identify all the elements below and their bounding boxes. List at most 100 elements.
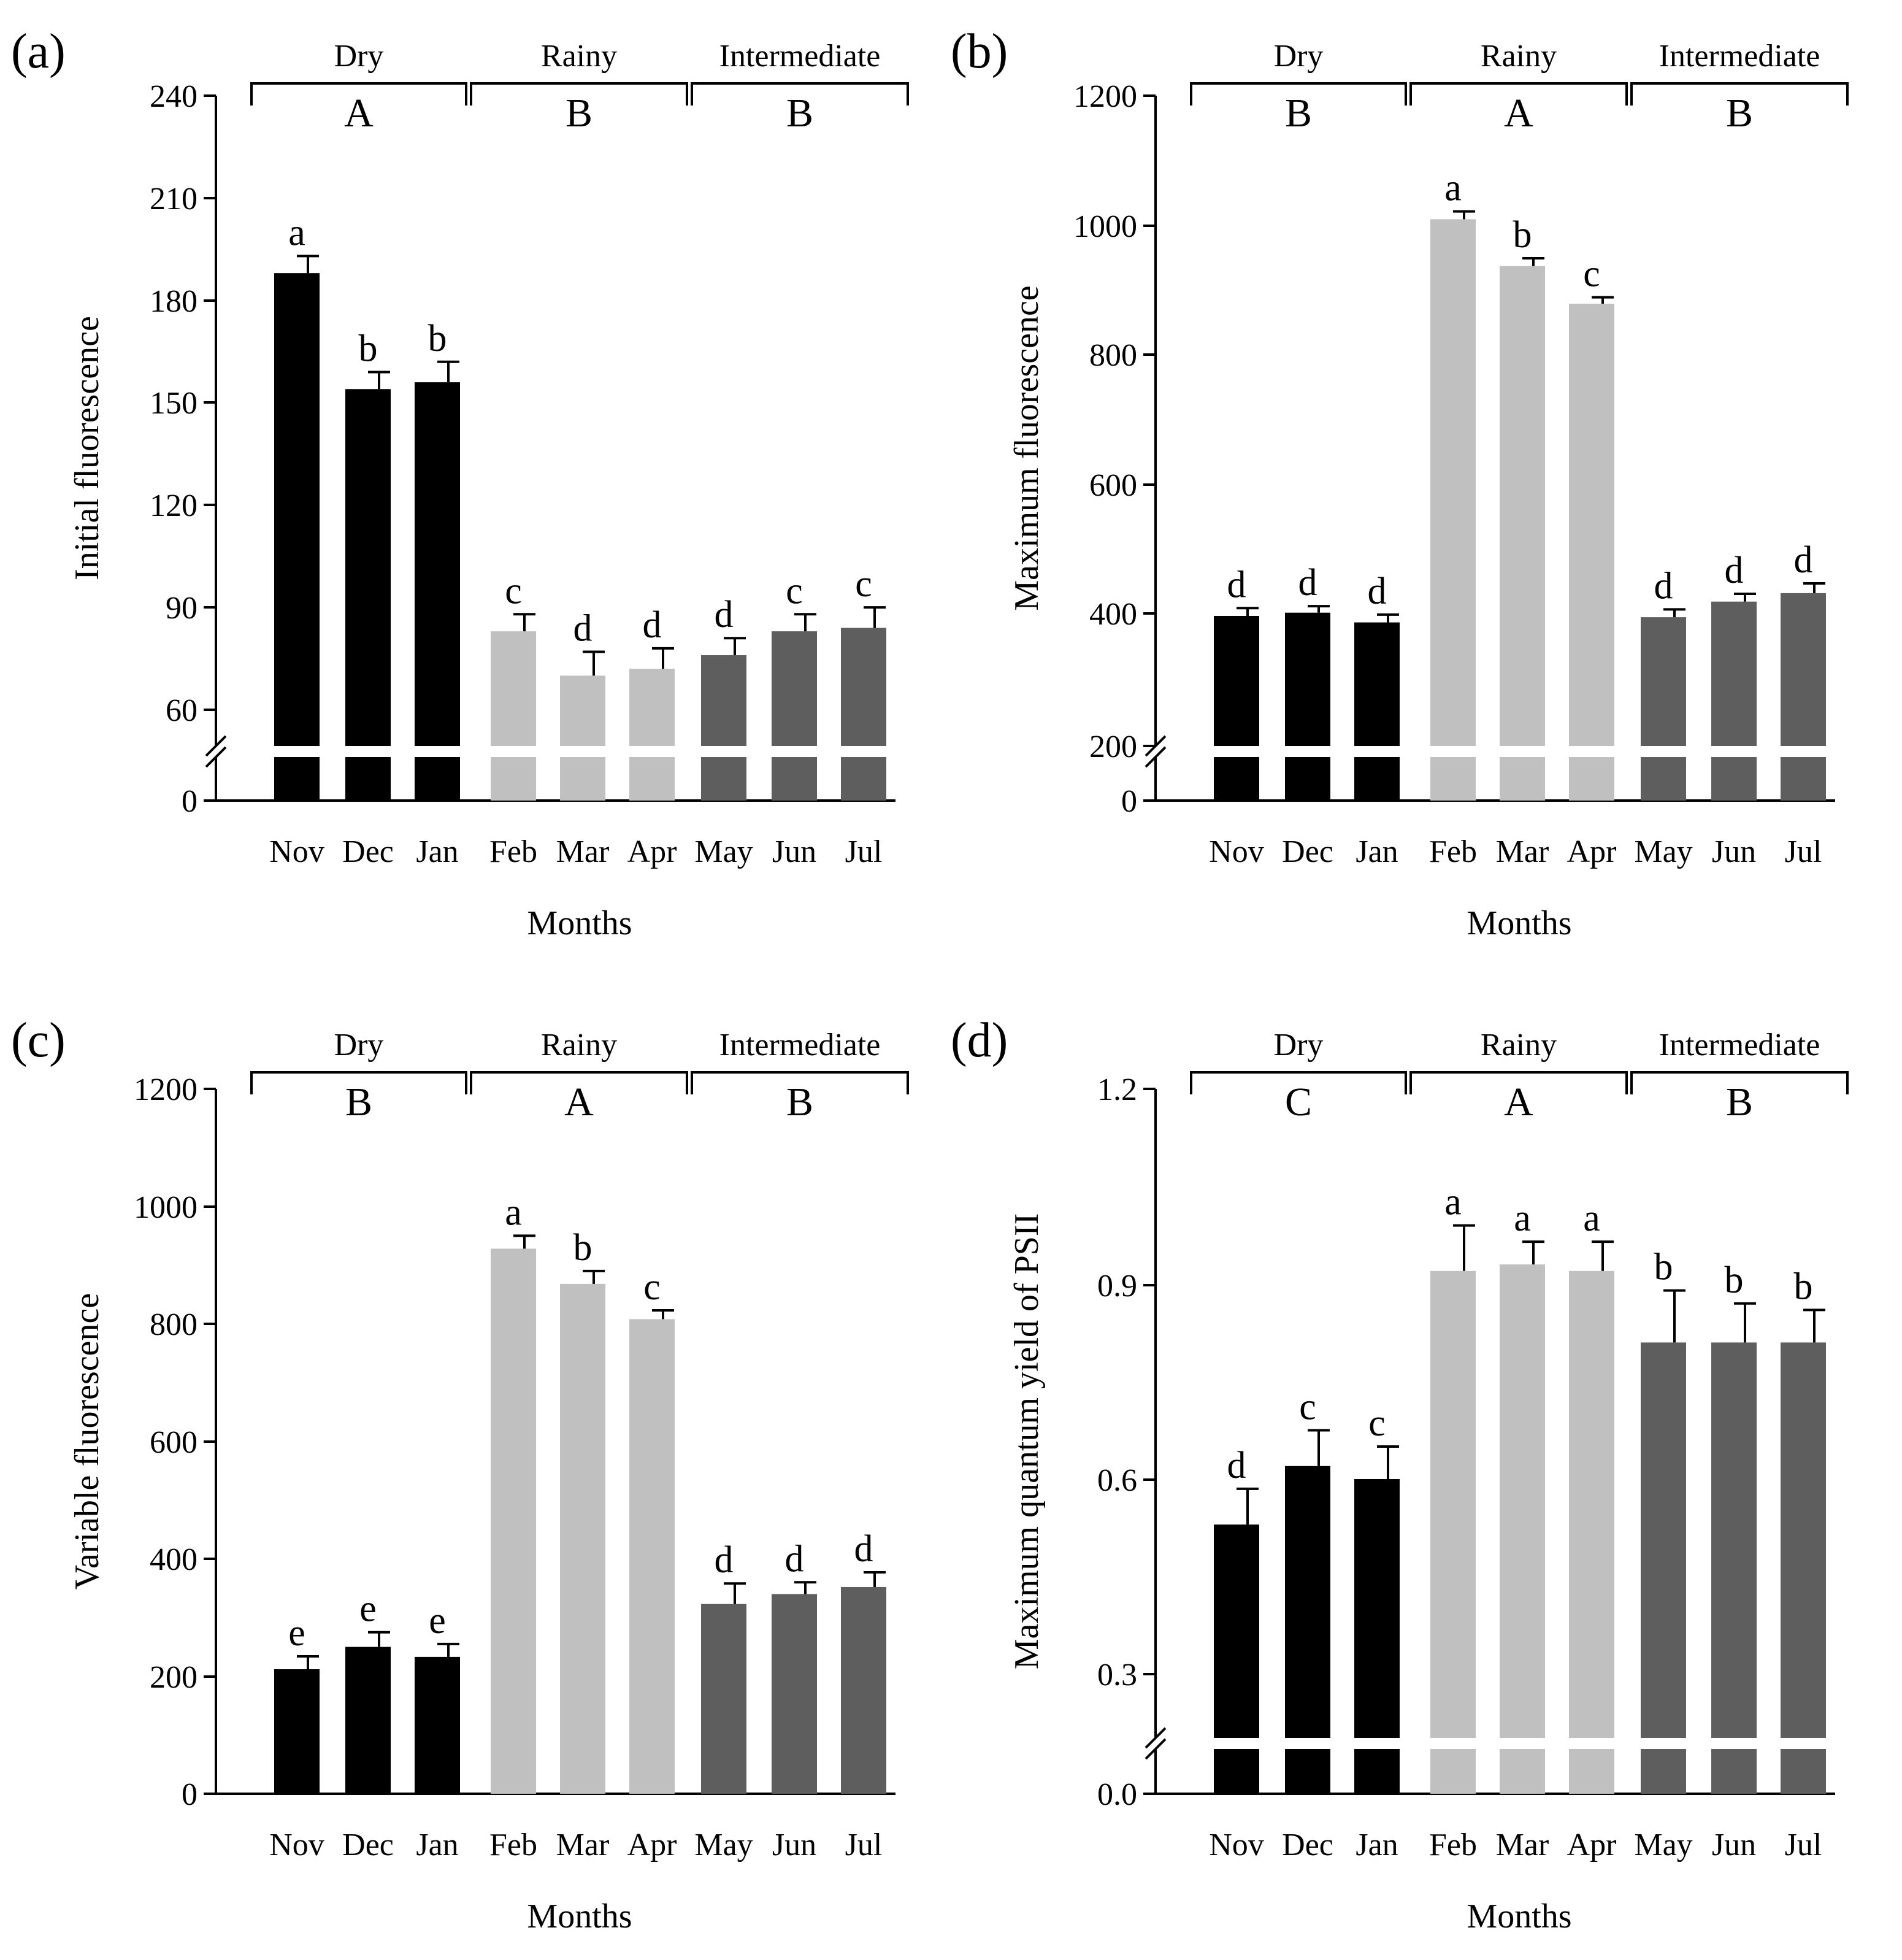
bar-stub-feb <box>1430 1749 1476 1794</box>
x-tick-label: May <box>1634 1827 1692 1862</box>
season-bracket <box>250 82 467 106</box>
bar-stub-apr <box>1569 1749 1614 1794</box>
bar-apr <box>1569 304 1614 746</box>
bar-may <box>1641 1342 1686 1738</box>
y-tick-label: 0 <box>182 784 197 819</box>
bar-jan <box>1354 622 1400 746</box>
x-tick-label: Jan <box>416 834 458 869</box>
significance-letter: b <box>359 328 378 369</box>
bar-mar <box>1500 1264 1545 1738</box>
significance-letter: e <box>288 1612 305 1654</box>
significance-letter: d <box>1298 562 1317 604</box>
significance-letter: d <box>854 1528 873 1570</box>
season-label-dry: Dry <box>334 1028 384 1063</box>
significance-letter: c <box>786 570 803 612</box>
x-tick-label: Dec <box>1282 1827 1333 1862</box>
bar-feb <box>491 1248 536 1794</box>
significance-letter: c <box>855 563 872 605</box>
season-significance-letter: B <box>786 91 813 136</box>
season-bracket <box>691 1071 909 1094</box>
y-tick-label: 0.3 <box>1097 1658 1137 1693</box>
x-tick-label: Dec <box>1282 834 1333 869</box>
significance-letter: c <box>1583 253 1600 295</box>
y-tick-label: 800 <box>1089 338 1137 373</box>
season-label-rainy: Rainy <box>541 39 617 74</box>
bar-stub-dec <box>1285 757 1330 801</box>
bar-stub-jul <box>1781 757 1826 801</box>
panel-label: (b) <box>951 25 1008 79</box>
season-significance-letter: B <box>345 1080 372 1124</box>
bar-dec <box>345 389 391 746</box>
x-tick-label: Jan <box>1356 834 1398 869</box>
y-tick-label: 210 <box>150 182 197 217</box>
y-tick-label: 200 <box>1089 729 1137 764</box>
bar-mar <box>560 1283 605 1794</box>
bar-stub-jan <box>1354 1749 1400 1794</box>
bar-jun <box>772 631 817 746</box>
x-tick-label: Mar <box>1496 1827 1549 1862</box>
bar-stub-mar <box>1500 1749 1545 1794</box>
x-tick-label: Feb <box>489 834 537 869</box>
panel-b: (b) 0 200 400 600 800 1000 1200 Maximum fluoresc… <box>951 25 1849 942</box>
season-significance-letter: C <box>1285 1080 1312 1124</box>
bar-mar <box>560 675 605 746</box>
bar-jan <box>1354 1479 1400 1738</box>
significance-letter: d <box>573 607 592 649</box>
bar-feb <box>1430 219 1476 746</box>
bar-apr <box>629 1319 675 1794</box>
bar-stub-may <box>1641 757 1686 801</box>
x-tick-label: May <box>1634 834 1692 869</box>
x-tick-label: Mar <box>556 1827 610 1862</box>
season-label-dry: Dry <box>334 39 384 74</box>
x-axis-title: Months <box>527 904 632 942</box>
season-significance-letter: B <box>1726 1080 1753 1124</box>
bar-stub-nov <box>1214 757 1259 801</box>
bar-stub-jun <box>1711 757 1757 801</box>
y-tick-label: 400 <box>1089 597 1137 632</box>
y-tick-label: 90 <box>166 591 197 626</box>
panel-d: (d) 0.0 0.3 0.6 0.9 1.2 Maximum quantum yield … <box>951 1013 1849 1935</box>
y-tick-label: 400 <box>150 1542 197 1577</box>
bar-jan <box>415 1656 460 1794</box>
x-tick-label: Apr <box>627 834 677 869</box>
bar-dec <box>1285 1466 1330 1738</box>
panel-c: (c) 0 200 400 600 800 1000 1200 Variable fluores… <box>11 1013 909 1935</box>
bar-nov <box>1214 1524 1259 1738</box>
y-axis-title: Maximum fluorescence <box>1008 285 1046 610</box>
x-tick-label: Mar <box>1496 834 1549 869</box>
season-label-intermediate: Intermediate <box>719 1028 881 1063</box>
x-tick-label: Nov <box>269 834 324 869</box>
season-bracket <box>1630 82 1849 106</box>
x-tick-label: Nov <box>269 1827 324 1862</box>
significance-letter: a <box>1444 1182 1462 1223</box>
y-tick-label: 1000 <box>1073 209 1137 244</box>
season-label-rainy: Rainy <box>1481 39 1557 74</box>
bar-feb <box>1430 1270 1476 1738</box>
axis-break-mark <box>205 746 227 768</box>
y-tick-label: 800 <box>150 1307 197 1342</box>
bar-stub-feb <box>1430 757 1476 801</box>
bar-may <box>701 1604 746 1794</box>
season-label-rainy: Rainy <box>1481 1028 1557 1063</box>
bar-jul <box>841 1586 886 1794</box>
bar-jul <box>1781 593 1826 746</box>
significance-letter: d <box>785 1538 804 1580</box>
bar-stub-jul <box>841 757 886 801</box>
bar-jul <box>1781 1342 1826 1738</box>
bar-stub-mar <box>1500 757 1545 801</box>
season-significance-letter: A <box>564 1080 594 1124</box>
significance-letter: c <box>1299 1386 1316 1428</box>
x-tick-label: Feb <box>1429 834 1477 869</box>
x-tick-label: Jun <box>1712 834 1756 869</box>
bar-jun <box>772 1594 817 1794</box>
bar-jun <box>1711 1342 1757 1738</box>
x-tick-label: Jul <box>845 1827 883 1862</box>
x-tick-label: Dec <box>342 834 394 869</box>
bar-jul <box>841 628 886 746</box>
significance-letter: d <box>1368 571 1387 612</box>
axis-break-mark <box>1145 1727 1167 1749</box>
significance-letter: d <box>715 1539 734 1581</box>
season-label-intermediate: Intermediate <box>1659 1028 1820 1063</box>
bar-dec <box>1285 612 1330 746</box>
